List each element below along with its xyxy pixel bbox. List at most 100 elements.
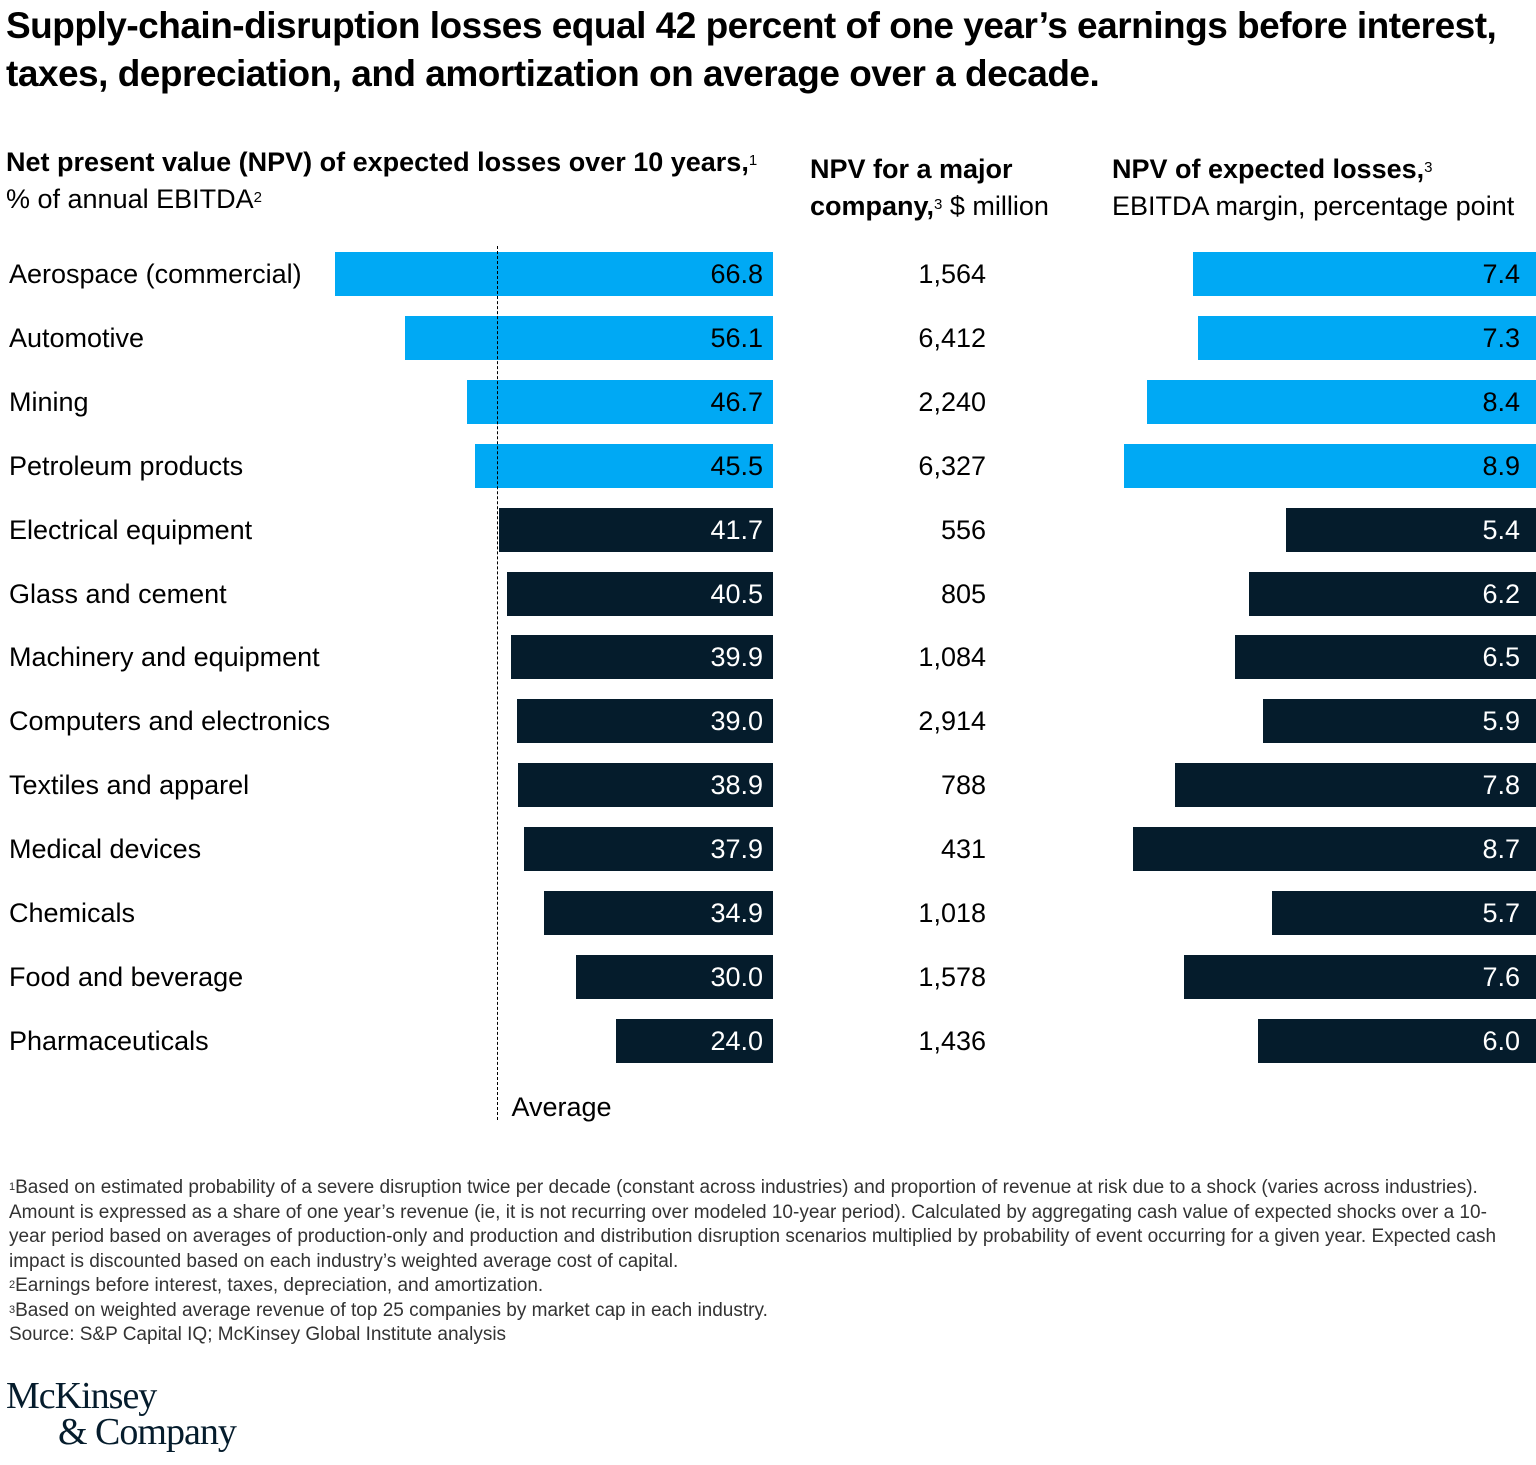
footnote-ref: 3 <box>1424 159 1433 176</box>
npv-pct-value-label: 38.9 <box>710 770 763 801</box>
npv-pct-value-label: 34.9 <box>710 898 763 928</box>
npv-usd-value: 2,914 <box>918 706 986 737</box>
footnote-text: Earnings before interest, taxes, depreci… <box>15 1275 544 1296</box>
column-header-npv-usd: NPV for a major company,3 $ million <box>810 151 1110 225</box>
npv-pct-bar <box>499 507 773 552</box>
npv-pct-bar <box>576 954 773 999</box>
npv-usd-value: 1,564 <box>918 259 986 289</box>
npv-usd-value: 1,578 <box>918 961 986 992</box>
npv-usd-value: 6,412 <box>918 322 986 353</box>
npv-usd-value: 2,240 <box>918 386 986 417</box>
chart-title: Supply-chain-disruption losses equal 42 … <box>6 5 1497 94</box>
npv-usd-value: 6,327 <box>918 450 986 481</box>
column-header-npv-margin: NPV of expected losses,3 EBITDA margin, p… <box>1112 151 1536 225</box>
column-header-unit: $ million <box>942 191 1049 221</box>
npv-margin-bar <box>1272 891 1536 935</box>
npv-margin-bar <box>1248 571 1536 616</box>
category-label: Food and beverage <box>9 961 244 992</box>
category-label: Medical devices <box>9 834 202 865</box>
npv-usd-value: 431 <box>940 834 986 865</box>
column-header-unit: % of annual EBITDA <box>6 184 254 214</box>
npv-margin-bar <box>1258 1018 1536 1063</box>
column-header-bold: NPV for a major company, <box>810 154 1013 221</box>
column-header-unit: EBITDA margin, percentage point <box>1112 191 1515 221</box>
npv-usd-value: 1,436 <box>918 1025 986 1056</box>
npv-usd-value: 1,084 <box>918 642 986 673</box>
npv-pct-value-label: 66.8 <box>710 259 763 289</box>
npv-margin-value-label: 5.4 <box>1482 514 1520 545</box>
npv-margin-value-label: 6.2 <box>1482 578 1520 609</box>
npv-margin-bar <box>1174 763 1536 808</box>
npv-margin-bar <box>1184 954 1536 999</box>
npv-margin-value-label: 8.7 <box>1482 834 1520 865</box>
category-label: Aerospace (commercial) <box>9 259 302 289</box>
npv-pct-value-label: 46.7 <box>710 386 763 417</box>
footnote-ref: 2 <box>253 189 262 206</box>
category-label: Petroleum products <box>9 450 244 481</box>
footnote-marker: 3 <box>9 1303 16 1316</box>
npv-pct-bar <box>334 252 773 296</box>
npv-pct-value-label: 41.7 <box>710 514 763 545</box>
category-label: Electrical equipment <box>9 514 253 545</box>
category-label: Automotive <box>9 322 145 353</box>
column-header-bold: Net present value (NPV) of expected loss… <box>6 147 749 177</box>
footnote-marker: 1 <box>9 1181 16 1193</box>
npv-pct-bar <box>404 315 773 360</box>
logo-line-1: McKinsey <box>6 1375 157 1417</box>
npv-pct-value-label: 39.0 <box>710 706 763 737</box>
npv-pct-bar <box>524 827 773 872</box>
npv-pct-bar <box>615 1018 773 1063</box>
npv-margin-value-label: 8.9 <box>1482 450 1520 481</box>
npv-pct-bar <box>544 891 773 935</box>
footnote-text: Based on estimated probability of a seve… <box>9 1177 1497 1272</box>
npv-margin-bar <box>1147 379 1536 424</box>
npv-margin-value-label: 6.0 <box>1482 1025 1520 1056</box>
column-header-bold: NPV of expected losses, <box>1112 154 1425 184</box>
npv-pct-bar <box>517 699 773 744</box>
npv-margin-bar <box>1235 635 1536 680</box>
footnote-text: Based on weighted average revenue of top… <box>15 1299 768 1321</box>
category-label: Chemicals <box>9 898 136 928</box>
footnotes: 1Based on estimated probability of a sev… <box>9 1176 1509 1348</box>
footnote-3: 3Based on weighted average revenue of to… <box>9 1299 1509 1324</box>
average-reference-line <box>497 246 499 1120</box>
footnote-1: 1Based on estimated probability of a sev… <box>9 1176 1509 1274</box>
npv-pct-bar <box>474 443 773 488</box>
npv-pct-value-label: 24.0 <box>710 1025 763 1056</box>
npv-margin-bar <box>1133 827 1536 872</box>
npv-usd-value: 788 <box>940 770 986 801</box>
npv-usd-value: 1,018 <box>918 898 986 928</box>
npv-margin-value-label: 6.5 <box>1482 642 1520 673</box>
npv-margin-bar <box>1198 315 1536 360</box>
npv-pct-value-label: 45.5 <box>710 450 763 481</box>
npv-margin-value-label: 7.3 <box>1482 322 1520 353</box>
footnote-marker: 2 <box>9 1279 16 1291</box>
logo-line-2: & Company <box>58 1411 237 1453</box>
npv-pct-bar <box>466 379 773 424</box>
footnote-2: 2Earnings before interest, taxes, deprec… <box>9 1274 1509 1299</box>
npv-pct-value-label: 56.1 <box>710 322 763 353</box>
npv-usd-value: 556 <box>940 514 986 545</box>
npv-margin-bar <box>1262 699 1536 744</box>
category-label: Glass and cement <box>9 578 227 609</box>
mckinsey-logo: McKinsey & Company <box>6 1375 237 1453</box>
category-label: Machinery and equipment <box>9 642 320 673</box>
npv-margin-bar <box>1123 443 1536 488</box>
npv-pct-bar <box>517 763 773 808</box>
npv-margin-value-label: 5.7 <box>1482 898 1520 928</box>
npv-margin-value-label: 7.8 <box>1482 770 1520 801</box>
source-note: Source: S&P Capital IQ; McKinsey Global … <box>9 1324 507 1345</box>
npv-margin-bar <box>1193 252 1536 296</box>
npv-margin-value-label: 7.6 <box>1482 961 1520 992</box>
average-label: Average <box>511 1092 612 1122</box>
category-label: Pharmaceuticals <box>9 1025 209 1056</box>
npv-pct-bar <box>511 635 773 680</box>
npv-pct-value-label: 37.9 <box>710 834 763 865</box>
npv-margin-value-label: 8.4 <box>1482 386 1520 417</box>
category-label: Textiles and apparel <box>9 770 250 801</box>
npv-pct-value-label: 39.9 <box>710 642 763 673</box>
npv-usd-value: 805 <box>940 578 986 609</box>
npv-margin-bar <box>1285 507 1536 552</box>
npv-margin-value-label: 7.4 <box>1482 259 1520 289</box>
npv-pct-value-label: 30.0 <box>710 961 763 992</box>
